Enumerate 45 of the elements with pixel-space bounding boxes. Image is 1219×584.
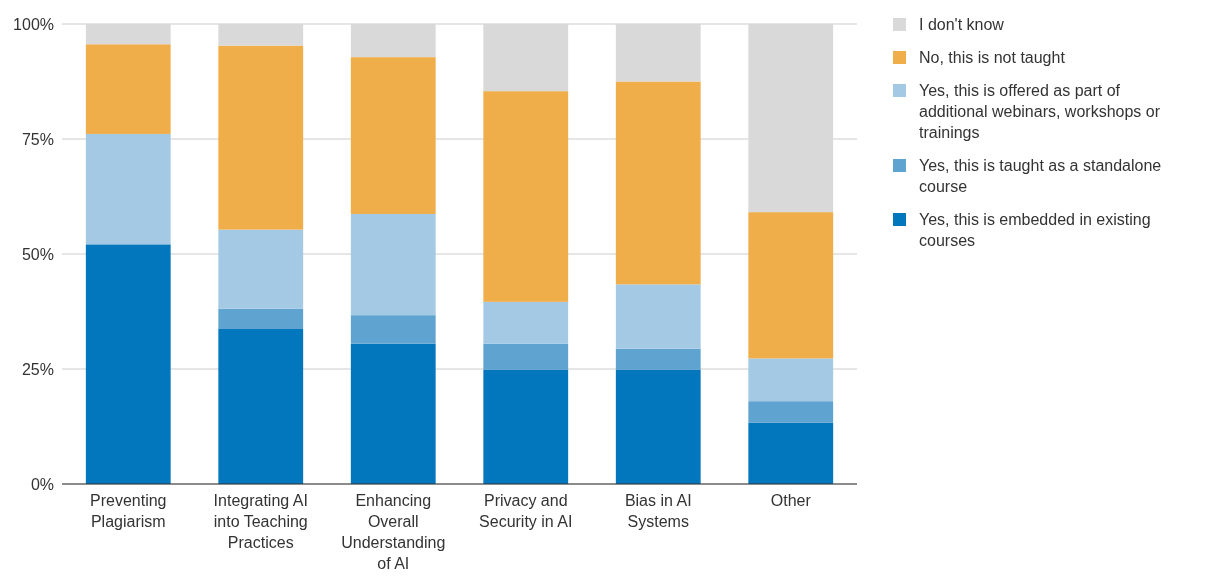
y-tick-label: 0% <box>30 475 54 493</box>
x-tick-label: Bias in AI Systems <box>624 492 692 530</box>
x-tick-label: Other <box>770 492 812 509</box>
bar <box>748 401 834 423</box>
bar <box>615 369 701 484</box>
legend-label: No, this is not taught <box>919 48 1066 66</box>
bar <box>218 45 304 230</box>
bar <box>350 57 436 214</box>
bar <box>483 369 569 484</box>
y-tick-label: 100% <box>13 15 54 33</box>
x-tick-label: Preventing Plagiarism <box>90 492 167 530</box>
legend-label: Yes, this is taught as a standalone course <box>919 156 1162 195</box>
legend-label: Yes, this is offered as part of additional webinars, workshops or trainings <box>919 81 1161 141</box>
bar <box>218 328 304 484</box>
bar <box>218 308 304 329</box>
y-tick-label: 75% <box>21 130 54 148</box>
bar <box>615 81 701 285</box>
x-tick-label: Privacy and Security in AI <box>479 492 573 530</box>
bar <box>615 24 701 82</box>
bar <box>748 422 834 484</box>
y-tick-label: 25% <box>21 360 54 378</box>
bar <box>350 315 436 344</box>
bar <box>85 133 171 245</box>
bar <box>85 44 171 134</box>
bar <box>748 24 834 213</box>
x-tick-label: Integrating AI into Teaching Practices <box>213 492 308 551</box>
bar <box>748 358 834 402</box>
bar <box>218 229 304 309</box>
bar <box>748 212 834 359</box>
bar <box>483 24 569 92</box>
y-tick-label: 50% <box>21 245 54 263</box>
bar <box>350 343 436 484</box>
bar <box>615 284 701 349</box>
x-tick-label: Enhancing Overall Understanding of AI <box>341 492 446 572</box>
bar <box>615 348 701 370</box>
bar <box>483 343 569 370</box>
bar <box>350 213 436 316</box>
bar <box>483 91 569 302</box>
bar <box>350 24 436 58</box>
bar <box>85 244 171 484</box>
legend-label: Yes, this is embedded in existing courses <box>919 210 1151 249</box>
bar <box>85 24 171 45</box>
legend-label: I don't know <box>919 15 1005 33</box>
bar <box>218 24 304 46</box>
bar <box>483 301 569 344</box>
